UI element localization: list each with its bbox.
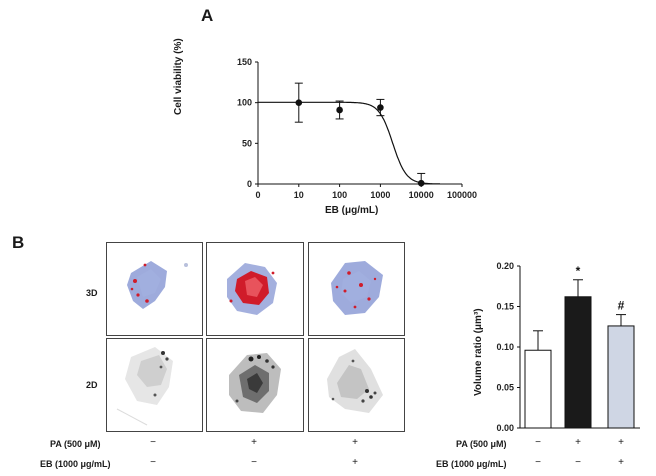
chart-a-x-tick-label: 10 <box>294 190 304 200</box>
chart-b-ylabel: Volume ratio (μm³) <box>473 308 484 396</box>
chart-b-y-tick-label: 0.00 <box>496 423 514 433</box>
pa-sign-pa-eb: + <box>352 437 358 448</box>
chart-a-y-tick-label: 150 <box>237 57 252 67</box>
eb-label-images: EB (1000 μg/mL) <box>40 459 111 469</box>
eb-sign-pa: − <box>251 457 257 468</box>
image-3d-control <box>106 242 203 336</box>
pa-label-images: PA (500 μM) <box>50 439 101 449</box>
chart-b-bar <box>524 349 552 429</box>
eb-sign-bar-1: − <box>535 457 541 468</box>
chart-a-x-tick-label: 10000 <box>409 190 434 200</box>
chart-a-y-tick-label: 0 <box>247 179 252 189</box>
chart-b-significance-mark: # <box>618 299 625 313</box>
chart-b-bar <box>607 325 635 429</box>
pa-label-bars: PA (500 μM) <box>456 439 507 449</box>
chart-b-y-tick-label: 0.10 <box>496 342 514 352</box>
panel-letter-b: B <box>12 233 25 252</box>
chart-a-data-point <box>417 179 425 187</box>
pa-sign-bar-2: + <box>575 437 581 448</box>
row-label-2d: 2D <box>86 380 98 390</box>
chart-a-x-tick-label: 100000 <box>447 190 477 200</box>
row-label-3d: 3D <box>86 288 98 298</box>
pa-sign-bar-3: + <box>618 437 624 448</box>
pa-sign-bar-1: − <box>535 437 541 448</box>
eb-sign-control: − <box>150 457 156 468</box>
image-2d-pa <box>206 338 304 432</box>
chart-a-x-tick-label: 0 <box>255 190 260 200</box>
eb-label-bars: EB (1000 μg/mL) <box>436 459 507 469</box>
chart-b-y-tick-label: 0.05 <box>496 383 514 393</box>
panel-letter-a: A <box>201 6 214 25</box>
image-2d-pa-eb <box>308 338 405 432</box>
eb-sign-bar-2: − <box>575 457 581 468</box>
chart-a-xlabel: EB (μg/mL) <box>325 205 379 216</box>
chart-b-bar <box>564 296 592 429</box>
chart-b-significance-mark: * <box>576 264 581 278</box>
chart-a-data-point <box>336 106 343 114</box>
eb-sign-pa-eb: + <box>352 457 358 468</box>
chart-a-data-point <box>377 104 384 111</box>
chart-a-x-tick-label: 1000 <box>370 190 390 200</box>
pa-sign-control: − <box>150 437 156 448</box>
chart-a-fit-curve <box>258 101 440 185</box>
chart-a-y-tick-label: 50 <box>242 138 252 148</box>
chart-a-ylabel: Cell viability (%) <box>173 38 184 115</box>
chart-a-data-point <box>295 99 303 106</box>
eb-sign-bar-3: + <box>618 457 624 468</box>
chart-a-y-tick-label: 100 <box>237 98 252 108</box>
chart-b-y-tick-label: 0.15 <box>496 302 514 312</box>
image-2d-control <box>106 338 203 432</box>
chart-b-y-tick-label: 0.20 <box>496 261 514 271</box>
pa-sign-pa: + <box>251 437 257 448</box>
image-3d-pa <box>206 242 304 336</box>
dose-response-chart: 0 10 100 1000 10000 100000 0 50 100 150 <box>237 57 477 200</box>
image-3d-pa-eb <box>308 242 405 336</box>
chart-a-x-tick-label: 100 <box>332 190 347 200</box>
